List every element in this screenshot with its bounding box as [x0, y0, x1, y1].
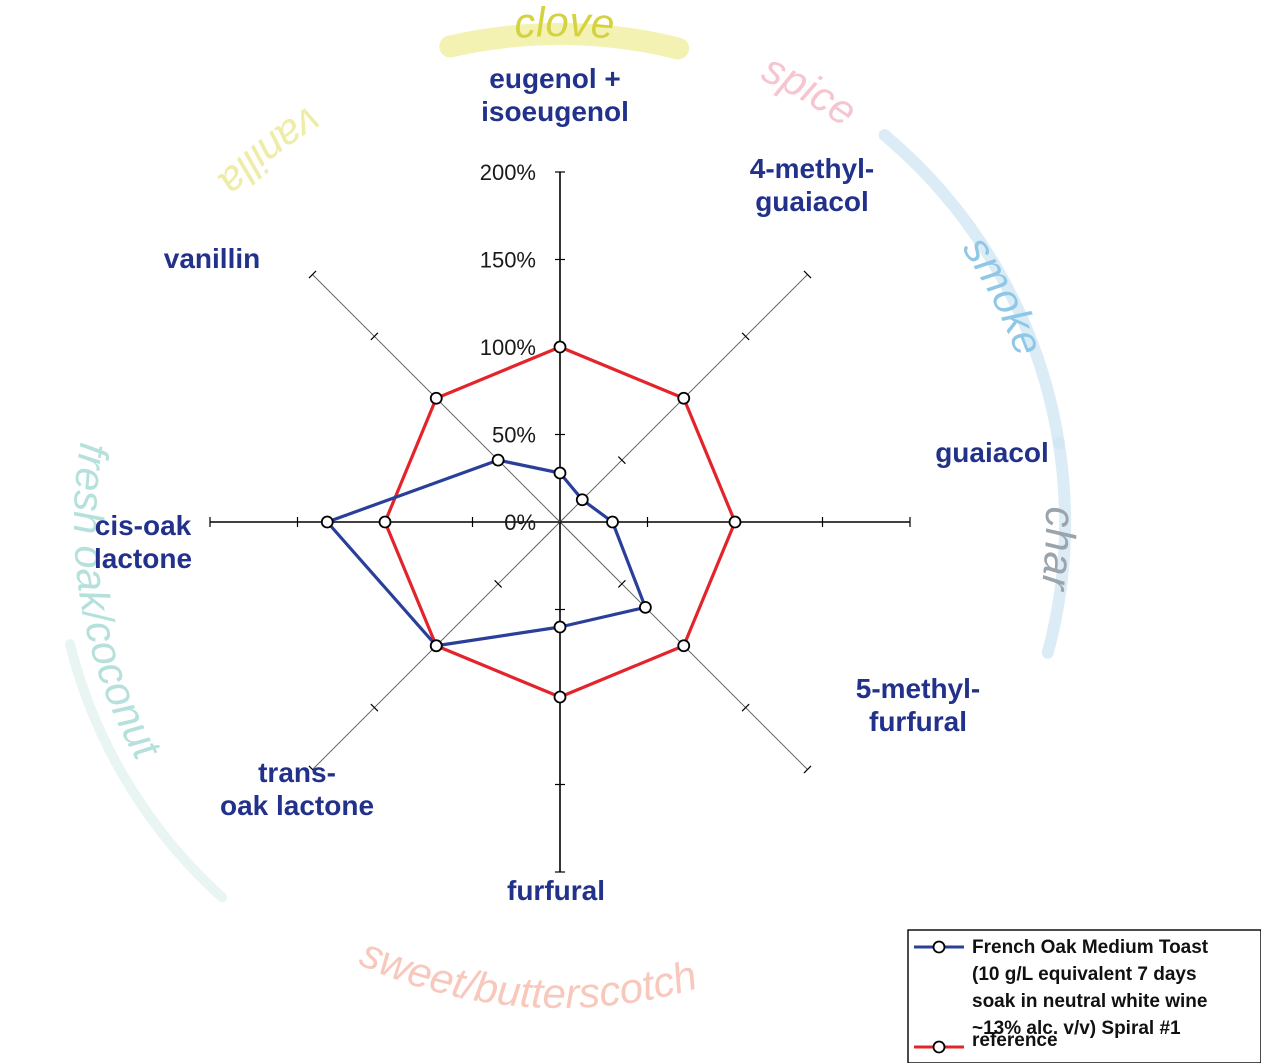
radial-tick-label: 0% [504, 510, 536, 535]
flavor-band [439, 23, 690, 60]
series-layer [320, 340, 742, 704]
flavor-label: clove [513, 0, 617, 48]
data-point [677, 391, 691, 405]
category-label: guaiacol [935, 437, 1049, 468]
category-labels: eugenol + isoeugenol 4-methyl-guaiacol guai… [94, 63, 1049, 906]
data-point [429, 639, 443, 653]
radial-tick-label: 100% [480, 335, 536, 360]
category-label: trans-oak lactone [220, 757, 374, 821]
axis-tick [617, 456, 626, 465]
series-line [325, 458, 647, 648]
flavor-band [878, 129, 1065, 450]
data-point [575, 493, 589, 507]
category-label: furfural [507, 875, 605, 906]
data-point [553, 620, 567, 634]
radial-tick-label: 50% [492, 423, 536, 448]
category-label: 4-methyl-guaiacol [750, 153, 874, 217]
data-point [553, 466, 567, 480]
data-point [378, 515, 392, 529]
data-point [491, 453, 505, 467]
flavor-label: vanilla [210, 98, 330, 206]
flavor-label: spice [756, 44, 866, 135]
category-label: 5-methyl-furfural [856, 673, 980, 737]
legend-label: reference [972, 1030, 1058, 1051]
data-point [320, 515, 334, 529]
category-label: eugenol + isoeugenol [481, 63, 629, 127]
flavor-label: sweet/butterscotch [354, 929, 702, 1017]
flavor-band [65, 639, 228, 903]
flavor-label: smoke [954, 227, 1053, 361]
legend-label: French Oak Medium Toast (10 g/L equivalen… [972, 937, 1209, 1039]
data-point [638, 600, 652, 614]
radial-tick-label: 200% [480, 160, 536, 185]
flavor-band [1041, 437, 1071, 659]
legend-marker [932, 1040, 946, 1054]
axis-tick [741, 332, 750, 341]
radial-ticks: 0% 50% 100% 150% 200% [480, 160, 536, 535]
data-point [553, 690, 567, 704]
flavor-label: char [1032, 506, 1084, 595]
legend-marker [932, 940, 946, 954]
category-label: vanillin [164, 243, 260, 274]
axis-tick [494, 579, 503, 588]
axis-tick [308, 765, 317, 774]
axis-tick [370, 332, 379, 341]
axis-tick [370, 703, 379, 712]
axis-tick [803, 270, 812, 279]
data-point [728, 515, 742, 529]
category-label: cis-oak lactone [94, 510, 192, 574]
radial-tick-label: 150% [480, 248, 536, 273]
axis-tick [308, 270, 317, 279]
data-point [429, 391, 443, 405]
flavor-label: fresh oak/coconut [65, 440, 172, 768]
flavor-ring: clove spice smoke char sweet/butterscotch fre… [65, 0, 1084, 1017]
data-point [677, 639, 691, 653]
legend: French Oak Medium Toast (10 g/L equivalen… [907, 929, 1261, 1063]
data-point [553, 340, 567, 354]
legend-box [907, 929, 1261, 1063]
axis-tick [803, 765, 812, 774]
data-point [606, 515, 619, 529]
axis-tick [741, 703, 750, 712]
axis-tick [617, 579, 626, 588]
